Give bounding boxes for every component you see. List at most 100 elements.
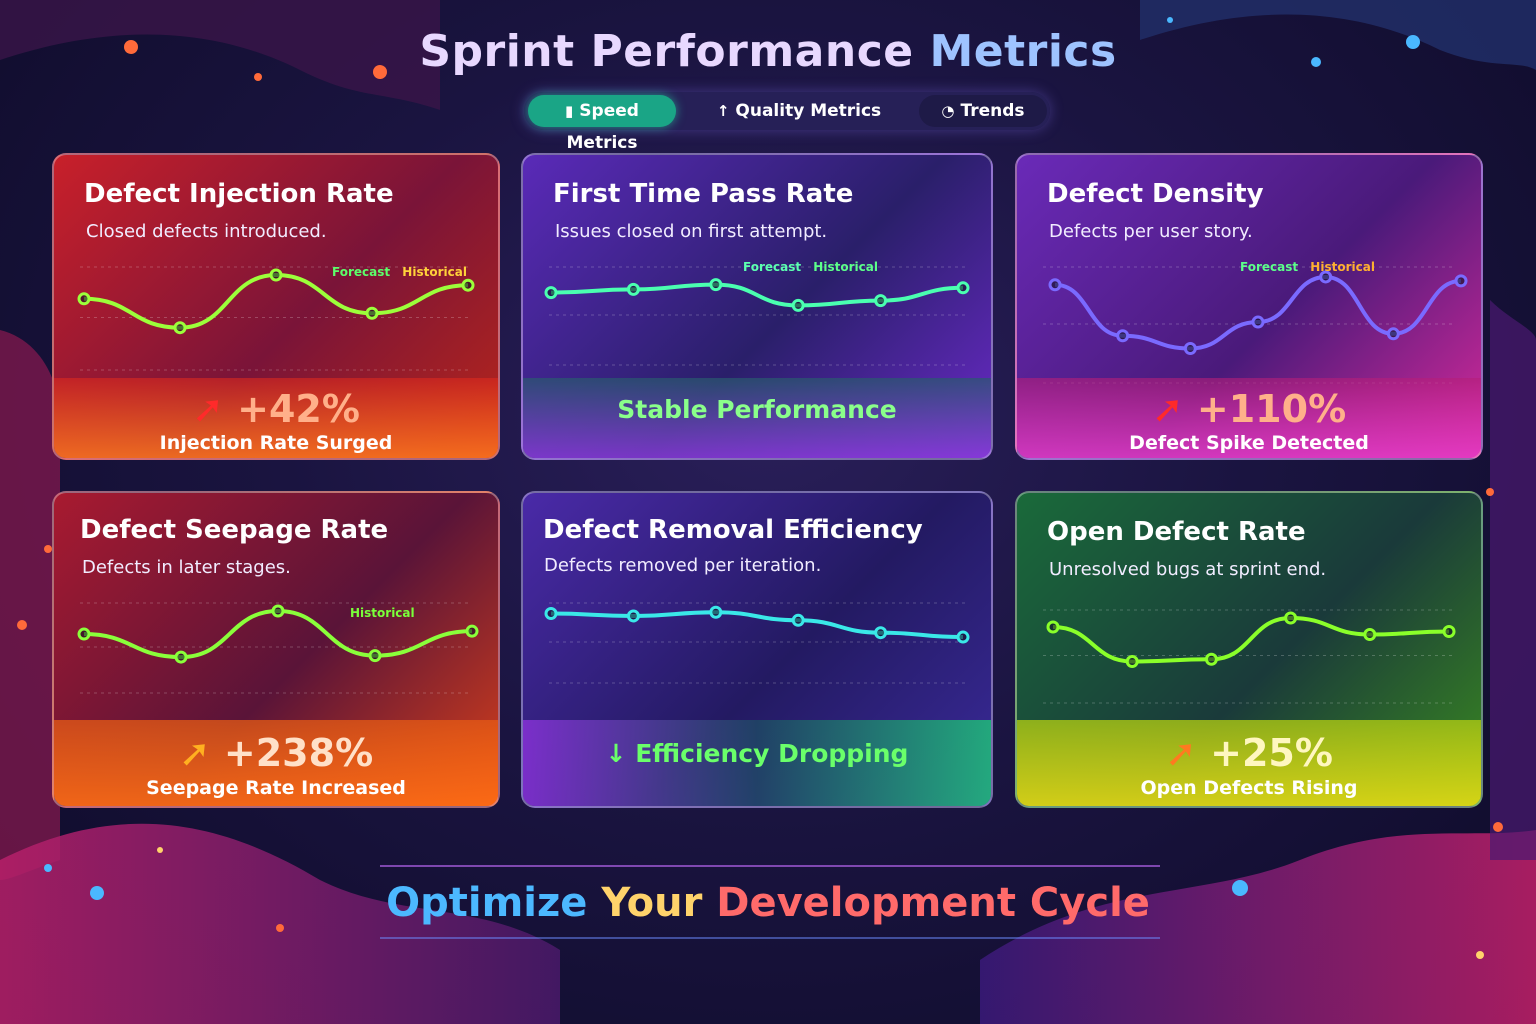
card-subtitle: Defects per user story.	[1049, 221, 1253, 242]
series-line	[550, 610, 964, 640]
metric-value-text: +238%	[223, 731, 374, 775]
tab-label: Quality Metrics	[735, 101, 882, 121]
data-point	[77, 292, 91, 306]
data-point	[465, 624, 479, 638]
card-subtitle: Defects removed per iteration.	[544, 555, 822, 576]
data-point	[1125, 655, 1139, 668]
data-point	[1442, 625, 1456, 638]
gauge-icon: ◔	[941, 102, 955, 120]
metrics-tabs: ▮ Speed Metrics ↑ Quality Metrics ◔ Trends	[524, 92, 1050, 153]
card-defect-seepage-rate[interactable]: Defect Seepage Rate Defects in later sta…	[52, 491, 500, 808]
data-point	[461, 278, 475, 292]
card-title: First Time Pass Rate	[553, 179, 854, 209]
tab-trends[interactable]: ◔ Trends	[919, 95, 1047, 127]
line-chart	[544, 602, 970, 684]
data-point	[626, 609, 640, 623]
metric-label: Seepage Rate Increased	[146, 777, 406, 799]
status-text: ↓ Efficiency Dropping	[605, 739, 909, 768]
footer-part2: Your	[601, 880, 703, 926]
tab-label: Trends	[960, 101, 1025, 121]
data-point	[173, 321, 187, 335]
clipboard-icon: ▮	[565, 102, 574, 120]
series-line	[550, 282, 964, 308]
line-chart	[77, 266, 475, 371]
legend-forecast: Forecast	[743, 260, 802, 274]
card-open-defect-rate[interactable]: Open Defect Rate Unresolved bugs at spri…	[1015, 491, 1483, 808]
card-title: Defect Injection Rate	[84, 179, 394, 209]
arrow-up-icon: ↑	[716, 102, 730, 120]
metric-value: ➚ +238%	[54, 731, 498, 775]
chart-legend: Forecast Historical	[1232, 260, 1375, 274]
metric-label: Injection Rate Surged	[159, 432, 393, 454]
series-line	[1052, 615, 1450, 664]
card-subtitle: Defects in later stages.	[82, 557, 291, 578]
legend-historical: Historical	[1310, 260, 1375, 274]
data-point	[1048, 278, 1062, 292]
trend-up-icon: ➚	[1151, 387, 1184, 431]
data-point	[874, 294, 888, 308]
card-subtitle: Unresolved bugs at sprint end.	[1049, 559, 1327, 580]
legend-historical: Historical	[350, 606, 415, 620]
trend-up-icon: ➚	[192, 387, 224, 431]
legend-forecast: Forecast	[1240, 260, 1299, 274]
line-chart	[544, 266, 970, 366]
title-part2: Metrics	[929, 26, 1117, 77]
trend-up-icon: ➚	[1165, 731, 1197, 775]
data-point	[1116, 329, 1130, 343]
line-chart	[1043, 609, 1456, 704]
metric-value: ➚ +42%	[54, 387, 498, 431]
metric-value: ➚ +110%	[1017, 387, 1481, 431]
data-point	[271, 604, 285, 618]
data-point	[1319, 270, 1333, 284]
data-point	[709, 278, 723, 292]
card-first-time-pass-rate[interactable]: First Time Pass Rate Issues closed on fi…	[521, 153, 993, 460]
data-point	[709, 605, 723, 619]
metric-label: Open Defects Rising	[1140, 777, 1358, 799]
card-defect-density[interactable]: Defect Density Defects per user story. F…	[1015, 153, 1483, 460]
chart-legend: Forecast Historical	[735, 260, 878, 274]
data-point	[1204, 652, 1218, 666]
data-point	[544, 606, 558, 620]
data-point	[1046, 620, 1060, 634]
card-subtitle: Issues closed on first attempt.	[555, 221, 828, 242]
data-point	[368, 649, 382, 663]
data-point	[1363, 628, 1377, 641]
metric-value-text: +42%	[237, 387, 360, 431]
status-text: Stable Performance	[617, 395, 897, 424]
data-point	[791, 298, 805, 312]
data-point	[791, 613, 805, 627]
metric-value: ➚ +25%	[1017, 731, 1481, 775]
series-line	[1054, 274, 1462, 351]
card-title: Defect Seepage Rate	[80, 515, 389, 545]
chart-legend: Forecast Historical	[324, 265, 467, 279]
data-point	[956, 630, 970, 644]
legend-historical: Historical	[813, 260, 878, 274]
tab-label: Speed Metrics	[566, 101, 639, 153]
card-title: Defect Density	[1047, 179, 1264, 209]
metric-value-text: +110%	[1196, 387, 1347, 431]
card-defect-removal-efficiency[interactable]: Defect Removal Efficiency Defects remove…	[521, 491, 993, 808]
data-point	[874, 626, 888, 640]
card-defect-injection-rate[interactable]: Defect Injection Rate Closed defects int…	[52, 153, 500, 460]
trend-up-icon: ➚	[178, 731, 211, 775]
chart-legend: Historical	[342, 606, 415, 620]
data-point	[365, 306, 379, 320]
data-point	[1284, 611, 1298, 625]
footer-part1: Optimize	[386, 880, 588, 926]
legend-historical: Historical	[402, 265, 467, 279]
card-title: Open Defect Rate	[1047, 517, 1306, 547]
data-point	[1183, 342, 1197, 355]
legend-forecast: Forecast	[332, 265, 391, 279]
data-point	[1454, 274, 1468, 288]
tab-quality-metrics[interactable]: ↑ Quality Metrics	[714, 95, 884, 127]
tab-speed-metrics[interactable]: ▮ Speed Metrics	[528, 95, 676, 153]
data-point	[174, 650, 188, 664]
data-point	[77, 627, 91, 641]
footer-part3: Development Cycle	[716, 880, 1150, 926]
series-line	[83, 272, 469, 330]
data-point	[1386, 327, 1400, 341]
page-title: Sprint Performance Metrics	[0, 26, 1536, 77]
metric-value-text: +25%	[1210, 731, 1333, 775]
metric-label: Defect Spike Detected	[1129, 432, 1369, 454]
